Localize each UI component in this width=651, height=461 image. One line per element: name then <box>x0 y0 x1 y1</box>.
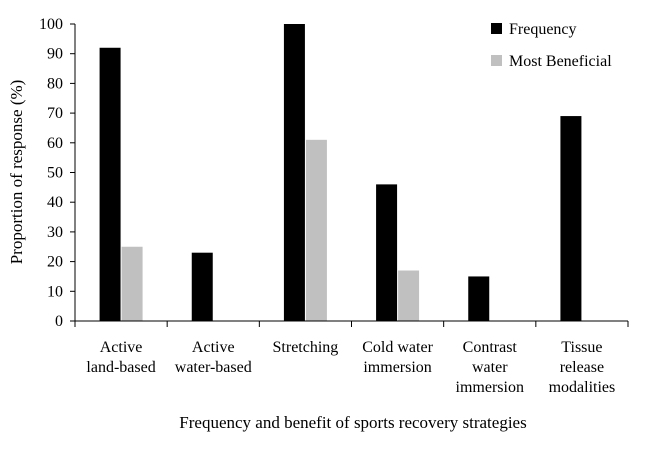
axes-layer <box>70 23 629 327</box>
labels-layer: 0 10 20 30 40 50 60 70 80 90 100 Active land-based Ac… <box>39 16 615 396</box>
x-tick-label: Contrast water immersion <box>456 339 524 396</box>
y-axis-title: Proportion of response (%) <box>7 80 26 265</box>
x-tick-label: Stretching <box>273 339 339 356</box>
bar-most-beneficial-2 <box>305 139 327 321</box>
x-tick-label: Active water-based <box>175 339 252 376</box>
y-tick-label: 20 <box>47 254 63 271</box>
y-tick-label: 90 <box>47 46 63 63</box>
bar-most-beneficial-3 <box>398 270 420 321</box>
y-tick-label: 70 <box>47 105 63 122</box>
y-tick-label: 10 <box>47 283 63 300</box>
bar-frequency-2 <box>283 24 305 321</box>
x-tick-label: Active land-based <box>86 339 155 376</box>
bar-most-beneficial-0 <box>121 246 143 321</box>
bar-frequency-1 <box>191 252 213 321</box>
legend-label: Frequency <box>509 21 577 38</box>
legend-label: Most Beneficial <box>509 53 612 70</box>
bars-layer <box>99 24 582 321</box>
legend-swatch-most-beneficial <box>491 55 502 66</box>
y-tick-label: 40 <box>47 194 63 211</box>
y-tick-label: 60 <box>47 135 63 152</box>
y-tick-label: 50 <box>47 165 63 182</box>
x-tick-label: Cold water immersion <box>362 339 433 376</box>
x-tick-label: Tissue release modalities <box>549 339 616 396</box>
y-tick-label: 30 <box>47 224 63 241</box>
bar-frequency-4 <box>468 276 490 321</box>
x-axis-title: Frequency and benefit of sports recovery… <box>179 413 526 432</box>
bar-frequency-0 <box>99 47 121 321</box>
y-tick-label: 80 <box>47 75 63 92</box>
y-tick-label: 100 <box>39 16 63 33</box>
legend: Frequency Most Beneficial <box>491 21 612 70</box>
bar-frequency-5 <box>560 116 582 321</box>
y-tick-label: 0 <box>55 313 63 330</box>
bar-frequency-3 <box>376 184 398 321</box>
legend-swatch-frequency <box>491 23 502 34</box>
